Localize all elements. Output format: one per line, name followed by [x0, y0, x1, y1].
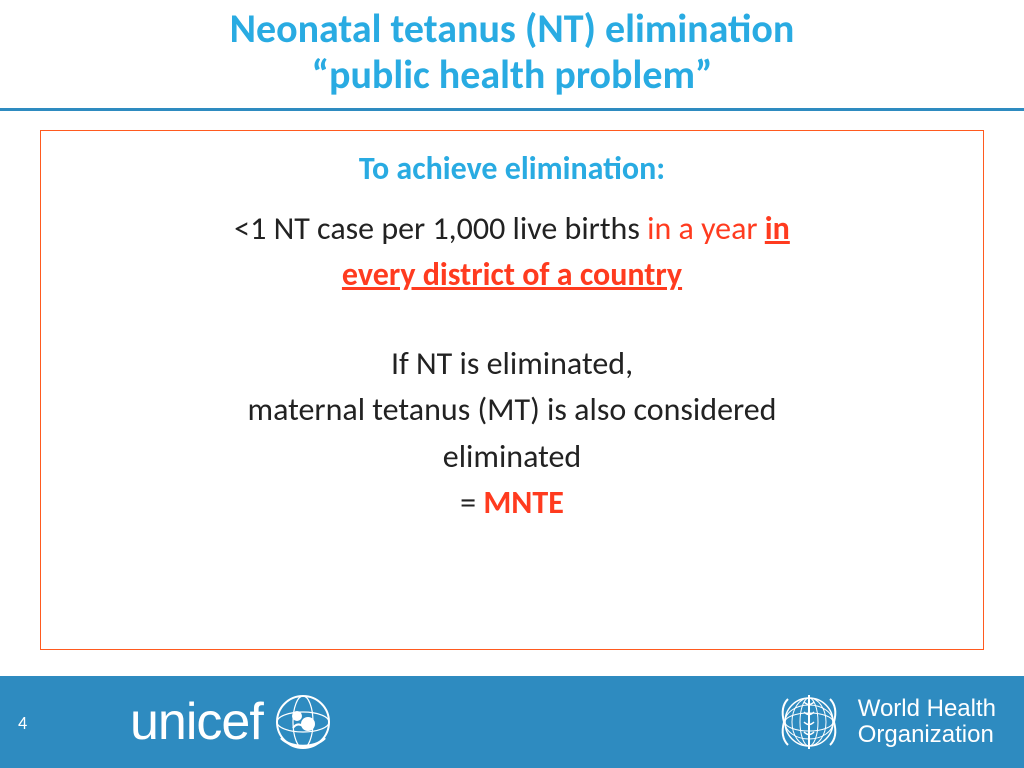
who-icon — [774, 687, 844, 757]
equals-sign: = — [460, 483, 483, 522]
footer-bar: 4 unicef — [0, 676, 1024, 768]
criterion-red-under-1: in — [765, 209, 790, 248]
who-text: World Health Organization — [858, 696, 996, 749]
title-line-2: “public health problem” — [0, 52, 1024, 98]
who-line-2: Organization — [858, 722, 996, 748]
unicef-logo: unicef — [130, 676, 331, 768]
title-line-1: Neonatal tetanus (NT) elimination — [0, 6, 1024, 52]
para2-line-3: eliminated — [81, 434, 943, 480]
who-line-1: World Health — [858, 696, 996, 722]
slide-title-block: Neonatal tetanus (NT) elimination “publi… — [0, 0, 1024, 98]
unicef-wordmark: unicef — [130, 692, 263, 752]
para2-line-1: If NT is eliminated, — [81, 341, 943, 387]
criterion-red-plain: in a year — [647, 209, 765, 248]
criterion-black: <1 NT case per 1,000 live births — [234, 209, 647, 248]
page-number: 4 — [18, 712, 27, 734]
spacer — [81, 299, 943, 341]
content-subhead: To achieve elimination: — [81, 149, 943, 188]
criterion-line-2: every district of a country — [81, 252, 943, 298]
criterion-line: <1 NT case per 1,000 live births in a ye… — [81, 206, 943, 252]
para2-line-2: maternal tetanus (MT) is also considered — [81, 387, 943, 433]
horizontal-rule — [0, 108, 1024, 111]
who-logo: World Health Organization — [774, 676, 996, 768]
mnte-label: MNTE — [483, 483, 564, 522]
slide: Neonatal tetanus (NT) elimination “publi… — [0, 0, 1024, 768]
content-box: To achieve elimination: <1 NT case per 1… — [40, 130, 984, 650]
criterion-red-under-2: every district of a country — [342, 255, 682, 294]
unicef-icon — [275, 694, 331, 750]
mnte-line: = MNTE — [81, 480, 943, 526]
